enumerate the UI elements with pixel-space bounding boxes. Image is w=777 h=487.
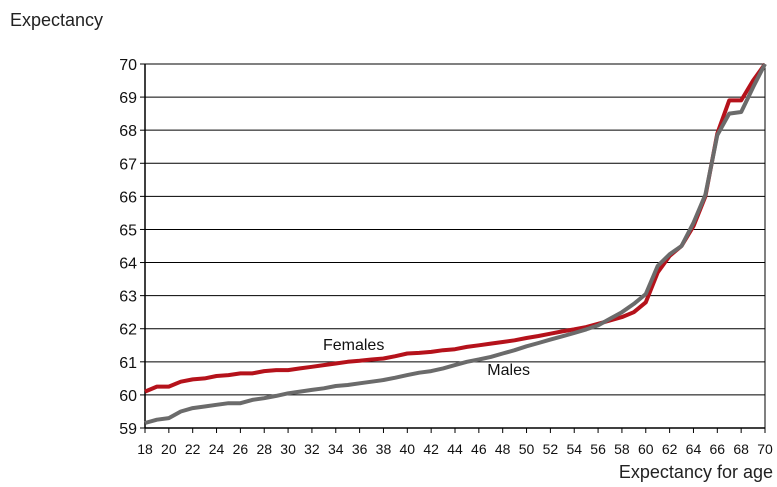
y-tick-label: 62 (119, 322, 137, 339)
x-tick-label: 18 (137, 441, 153, 457)
series-line-females (144, 62, 767, 394)
x-tick-label: 70 (757, 441, 773, 457)
x-tick-label: 22 (185, 441, 201, 457)
y-tick-label: 67 (119, 156, 137, 173)
x-tick-label: 24 (209, 441, 225, 457)
y-tick-label: 66 (119, 189, 137, 206)
x-tick-label: 26 (233, 441, 249, 457)
y-tick-label: 60 (119, 388, 137, 405)
x-tick-label: 56 (590, 441, 606, 457)
x-tick-label: 60 (638, 441, 654, 457)
y-tick-label: 63 (119, 289, 137, 306)
x-tick-label: 42 (423, 441, 439, 457)
x-tick-label: 36 (352, 441, 368, 457)
x-axis-title: Expectancy for age (618, 462, 773, 482)
y-tick-label: 64 (119, 256, 137, 273)
x-tick-label: 66 (710, 441, 726, 457)
x-tick-label: 54 (566, 441, 582, 457)
series-label-females: Females (323, 337, 384, 354)
x-tick-label: 62 (662, 441, 678, 457)
x-tick-label: 40 (400, 441, 416, 457)
y-tick-label: 59 (119, 421, 137, 438)
y-tick-label: 69 (119, 90, 137, 107)
x-tick-label: 20 (161, 441, 177, 457)
x-tick-label: 48 (495, 441, 511, 457)
x-tick-label: 38 (376, 441, 392, 457)
y-tick-label: 61 (119, 355, 137, 372)
x-tick-label: 58 (614, 441, 630, 457)
x-tick-label: 32 (304, 441, 320, 457)
series-label-males: Males (487, 362, 530, 379)
x-tick-label: 50 (519, 441, 535, 457)
y-tick-label: 68 (119, 123, 137, 140)
x-tick-label: 64 (686, 441, 702, 457)
series-line-males (144, 63, 767, 425)
y-tick-label: 65 (119, 222, 137, 239)
x-tick-label: 46 (471, 441, 487, 457)
y-tick-label: 70 (119, 57, 137, 74)
x-tick-label: 44 (447, 441, 463, 457)
x-tick-label: 68 (733, 441, 749, 457)
x-tick-label: 52 (543, 441, 559, 457)
x-tick-label: 28 (256, 441, 272, 457)
y-axis-title: Expectancy (10, 10, 104, 30)
x-tick-label: 34 (328, 441, 344, 457)
x-tick-label: 30 (280, 441, 296, 457)
